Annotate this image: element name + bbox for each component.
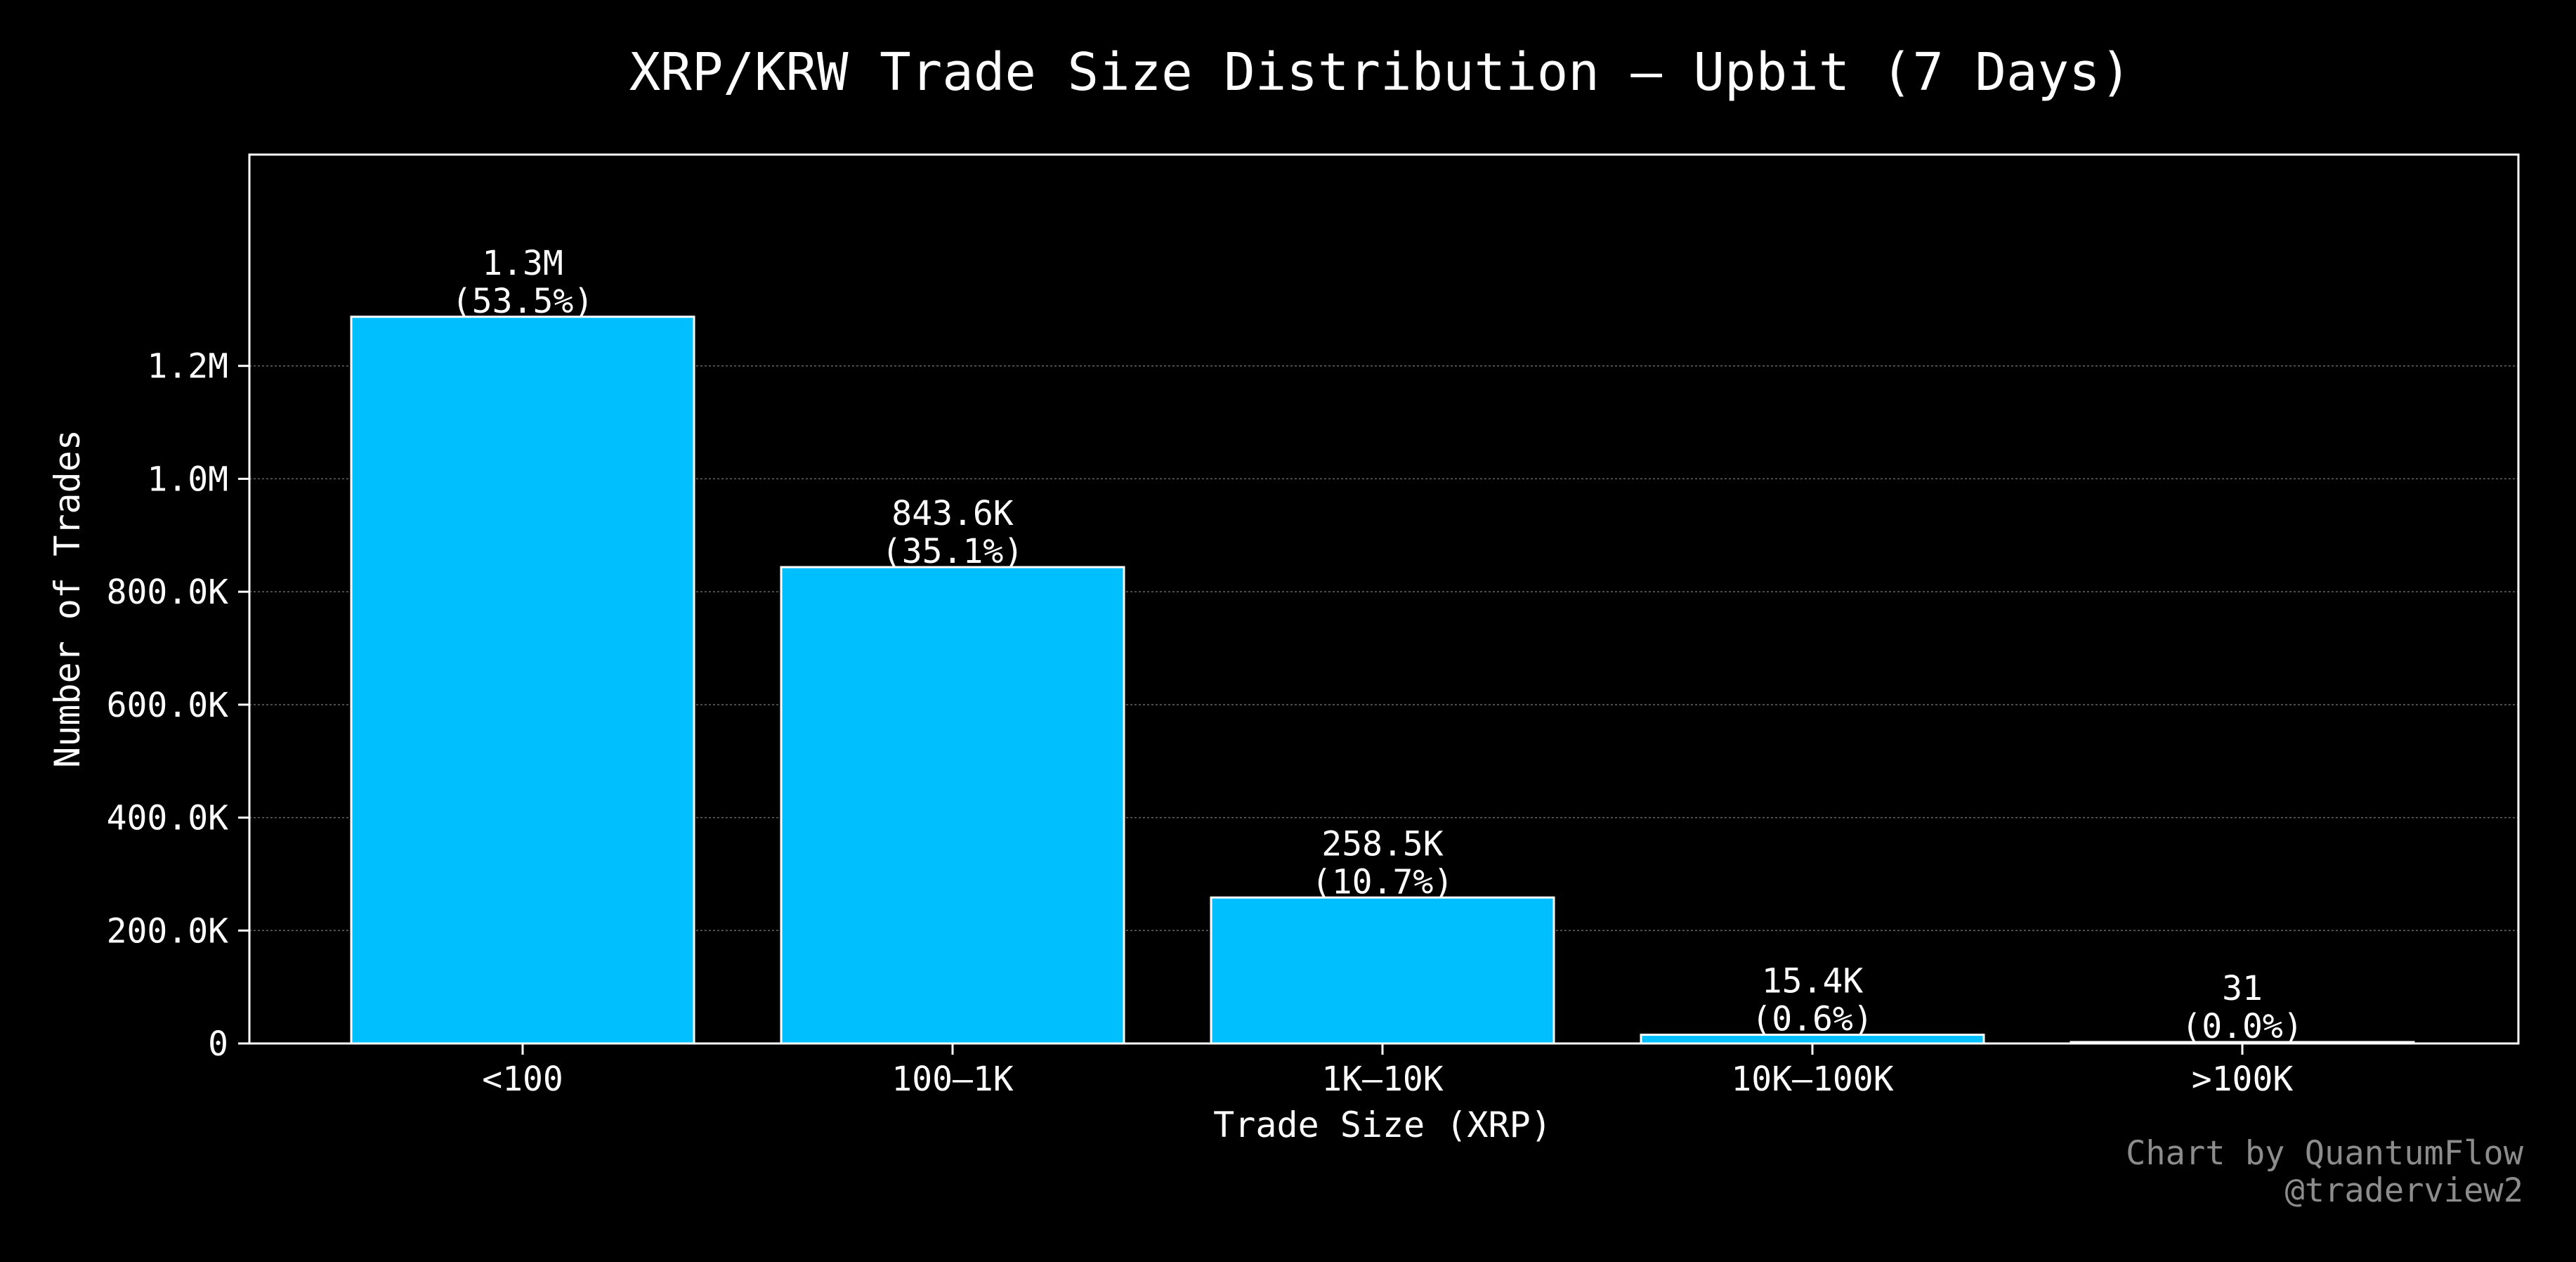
x-tick-label: >100K — [2192, 1060, 2294, 1099]
y-tick-label: 1.0M — [147, 460, 228, 499]
plot-area-frame — [248, 153, 2520, 1045]
bar-value-label: 843.6K — [891, 494, 1013, 533]
bar — [780, 566, 1125, 1045]
bar-value-label: 15.4K — [1762, 962, 1864, 1001]
bar-value-label: 1.3M — [482, 244, 563, 283]
data-labels: 1.3M(53.5%) 843.6K(35.1%) 258.5K(10.7%) 15.… — [452, 244, 2303, 1046]
bar-percent-label: (0.0%) — [2181, 1007, 2303, 1046]
x-tick-label: 100–1K — [891, 1060, 1013, 1099]
x-axis: <100 100–1K 1K–10K 10K–100K >100K — [482, 1043, 2293, 1099]
x-tick-label: 10K–100K — [1731, 1060, 1893, 1099]
bar — [1210, 896, 1555, 1045]
bars — [350, 316, 2415, 1045]
bar-percent-label: (10.7%) — [1312, 862, 1453, 902]
x-tick-label: <100 — [482, 1060, 563, 1099]
bar-value-label: 31 — [2222, 969, 2263, 1008]
y-tick-label: 800.0K — [107, 573, 228, 612]
y-tick-label: 200.0K — [107, 911, 228, 951]
bar-value-label: 258.5K — [1321, 824, 1443, 864]
watermark-line-1: Chart by QuantumFlow — [2126, 1134, 2524, 1173]
y-tick-label: 0 — [208, 1024, 228, 1064]
y-axis-label: Number of Trades — [47, 429, 88, 768]
chart-title: XRP/KRW Trade Size Distribution — Upbit … — [629, 42, 2131, 103]
y-tick-label: 1.2M — [147, 347, 228, 386]
x-axis-label: Trade Size (XRP) — [1213, 1105, 1552, 1145]
y-axis: 0 200.0K 400.0K 600.0K 800.0K 1.0M 1.2M — [107, 347, 249, 1064]
bar-percent-label: (0.6%) — [1751, 1000, 1873, 1039]
x-tick-label: 1K–10K — [1321, 1060, 1443, 1099]
bar-percent-label: (53.5%) — [452, 282, 594, 321]
y-tick-label: 400.0K — [107, 799, 228, 838]
y-tick-label: 600.0K — [107, 686, 228, 725]
watermark-line-2: @traderview2 — [2284, 1171, 2523, 1210]
bar-percent-label: (35.1%) — [882, 532, 1024, 571]
bar — [350, 316, 695, 1045]
